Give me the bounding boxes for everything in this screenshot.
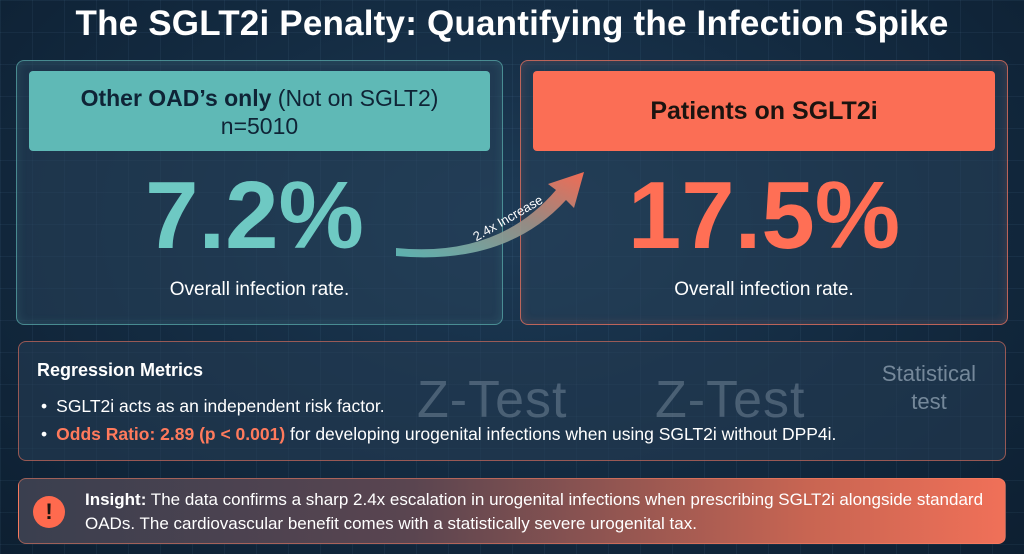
panel-other-oad-header: Other OAD’s only (Not on SGLT2) n=5010 — [29, 71, 490, 151]
alert-icon: ! — [33, 496, 65, 528]
insight-banner: ! Insight: The data confirms a sharp 2.4… — [18, 478, 1006, 544]
regression-metrics-title: Regression Metrics — [37, 360, 204, 380]
odds-ratio-highlight: Odds Ratio: 2.89 (p < 0.001) — [56, 424, 286, 444]
page-title: The SGLT2i Penalty: Quantifying the Infe… — [75, 4, 949, 43]
regression-item-risk-factor: SGLT2i acts as an independent risk facto… — [56, 396, 385, 416]
other-oad-infection-rate: 7.2% — [145, 162, 364, 269]
sglt2i-caption: Overall infection rate. — [674, 279, 854, 300]
panel-sglt2i-header: Patients on SGLT2i — [533, 71, 995, 151]
insight-label: Insight: — [85, 490, 147, 509]
sglt2i-infection-rate: 17.5% — [627, 162, 901, 269]
statistical-test-label: Statistical test — [869, 360, 989, 416]
odds-ratio-text: for developing urogenital infections whe… — [285, 424, 837, 444]
panel-other-oad: Other OAD’s only (Not on SGLT2) n=5010 7… — [16, 60, 503, 325]
increase-arrow-icon: 2.4x Increase — [396, 172, 584, 258]
list-item: SGLT2i acts as an independent risk facto… — [41, 392, 836, 420]
regression-metrics-list: SGLT2i acts as an independent risk facto… — [41, 392, 836, 448]
insight-body: The data confirms a sharp 2.4x escalatio… — [85, 490, 984, 533]
insight-text: Insight: The data confirms a sharp 2.4x … — [85, 488, 995, 536]
panel-other-oad-header-bold: Other OAD’s only — [80, 85, 272, 111]
statistical-test-line2: test — [911, 389, 947, 414]
statistical-test-line1: Statistical — [881, 361, 977, 386]
regression-metrics-panel: Z-Test Z-Test Statistical test Regressio… — [18, 341, 1006, 461]
other-oad-caption: Overall infection rate. — [169, 279, 350, 300]
list-item: Odds Ratio: 2.89 (p < 0.001) for develop… — [41, 420, 836, 448]
panel-other-oad-n: n=5010 — [220, 113, 299, 139]
panel-other-oad-header-rest: (Not on SGLT2) — [271, 85, 439, 111]
panel-sglt2i: Patients on SGLT2i 17.5% Overall infecti… — [520, 60, 1008, 325]
